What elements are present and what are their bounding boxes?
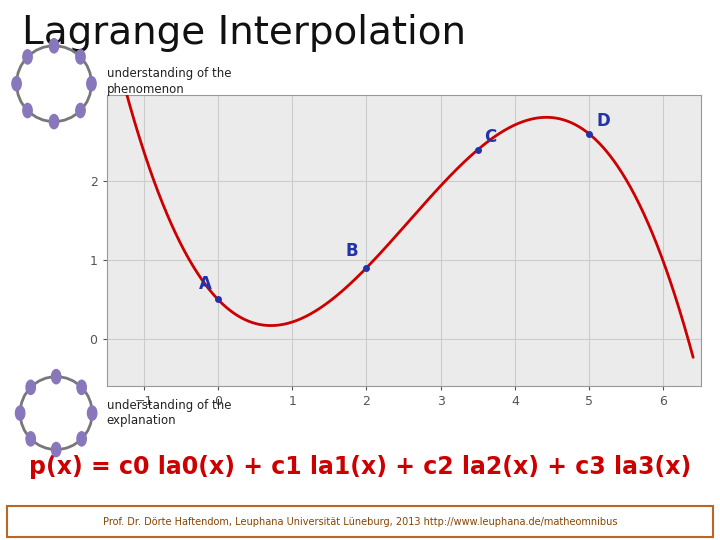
- Text: C: C: [484, 128, 496, 146]
- Text: B: B: [346, 242, 359, 260]
- Text: p(x) = c0 la0(x) + c1 la1(x) + c2 la2(x) + c3 la3(x): p(x) = c0 la0(x) + c1 la1(x) + c2 la2(x)…: [29, 455, 691, 479]
- Text: Lagrange Interpolation: Lagrange Interpolation: [22, 14, 466, 51]
- Text: Prof. Dr. Dörte Haftendom, Leuphana Universität Lüneburg, 2013 http://www.leupha: Prof. Dr. Dörte Haftendom, Leuphana Univ…: [103, 517, 617, 526]
- Text: understanding of the
phenomenon: understanding of the phenomenon: [107, 68, 231, 96]
- Text: A: A: [199, 275, 212, 293]
- Text: understanding of the
explanation: understanding of the explanation: [107, 399, 231, 427]
- Text: D: D: [597, 112, 611, 130]
